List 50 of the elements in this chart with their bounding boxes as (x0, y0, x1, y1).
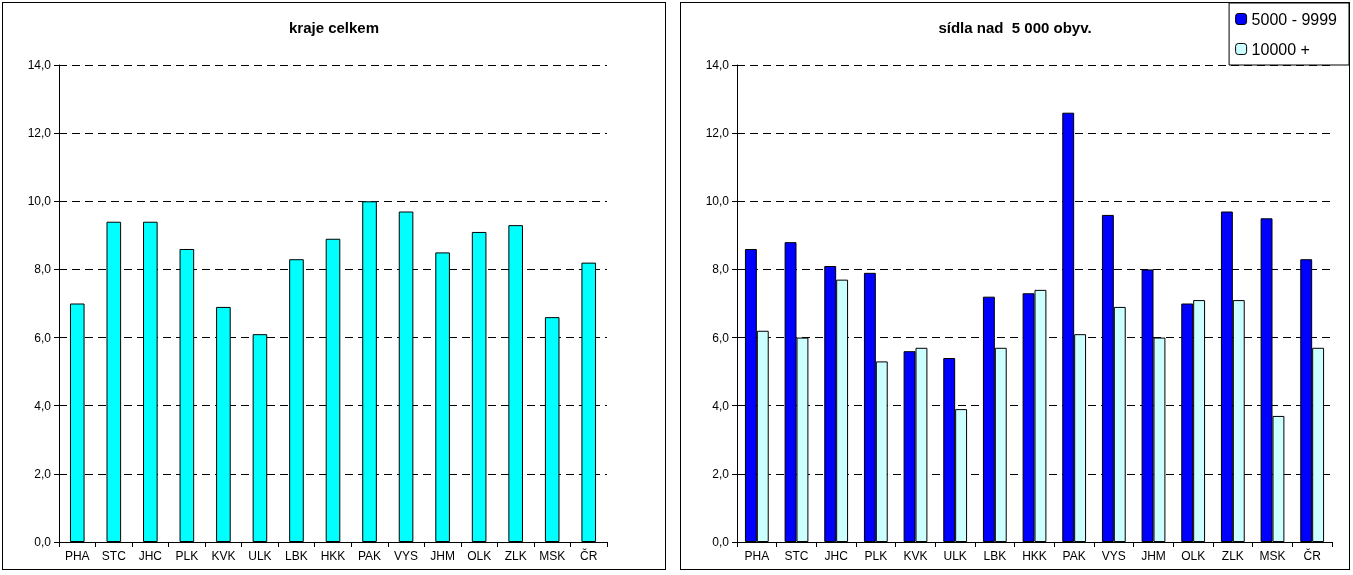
x-tick-label: KVK (211, 549, 236, 563)
x-tick-label: PLK (864, 549, 888, 563)
chart-title: kraje celkem (288, 19, 380, 36)
x-tick-label: OLK (1181, 549, 1206, 563)
y-tick-label: 4,0 (712, 398, 730, 413)
legend-label: 5000 - 9999 (1251, 10, 1338, 28)
y-tick-label: 2,0 (712, 466, 730, 481)
y-tick-label: 10,0 (705, 194, 730, 209)
x-tick-label: PAK (357, 549, 382, 563)
x-tick-label: ULK (248, 549, 272, 563)
x-tick-label: JHM (430, 549, 455, 563)
y-tick-label: 6,0 (712, 330, 730, 345)
y-tick-label: 10,0 (27, 194, 52, 209)
x-tick-label: JHC (824, 549, 849, 563)
x-tick-label: PHA (744, 549, 770, 563)
x-tick-label: JHC (138, 549, 163, 563)
x-tick-label: HKK (1022, 549, 1047, 563)
x-tick-label: PHA (64, 549, 90, 563)
x-tick-label: STC (101, 549, 127, 563)
y-tick-label: 0,0 (712, 535, 730, 549)
y-tick-label: 8,0 (712, 262, 730, 277)
y-tick-label: 12,0 (27, 126, 52, 141)
y-tick-label: 6,0 (34, 330, 52, 345)
y-tick-label: 14,0 (27, 58, 52, 72)
x-tick-label: LBK (983, 549, 1007, 563)
x-tick-label: ZLK (504, 549, 527, 563)
x-tick-label: ČR (580, 548, 598, 563)
chart-title: sídla nad 5 000 obyv. (938, 19, 1092, 36)
x-tick-label: HKK (320, 549, 346, 563)
x-tick-label: ČR (1303, 548, 1322, 563)
x-tick-label: ULK (943, 549, 967, 563)
x-tick-label: PLK (175, 549, 199, 563)
x-tick-label: ZLK (1221, 549, 1244, 563)
x-tick-label: MSK (539, 549, 566, 563)
x-tick-label: VYS (394, 549, 419, 563)
x-tick-label: KVK (903, 549, 928, 563)
y-tick-label: 2,0 (34, 466, 52, 481)
y-tick-label: 12,0 (705, 126, 730, 141)
legend-label: 10000 + (1251, 40, 1310, 58)
x-tick-label: OLK (467, 549, 492, 563)
y-tick-label: 14,0 (705, 58, 730, 72)
y-tick-label: 4,0 (34, 398, 52, 413)
x-tick-label: LBK (285, 549, 308, 563)
y-tick-label: 0,0 (34, 535, 52, 549)
y-tick-label: 8,0 (34, 262, 52, 277)
x-tick-label: JHM (1141, 549, 1166, 563)
x-tick-label: PAK (1062, 549, 1086, 563)
x-tick-label: VYS (1101, 549, 1126, 563)
x-tick-label: MSK (1259, 549, 1286, 563)
x-tick-label: STC (784, 549, 809, 563)
